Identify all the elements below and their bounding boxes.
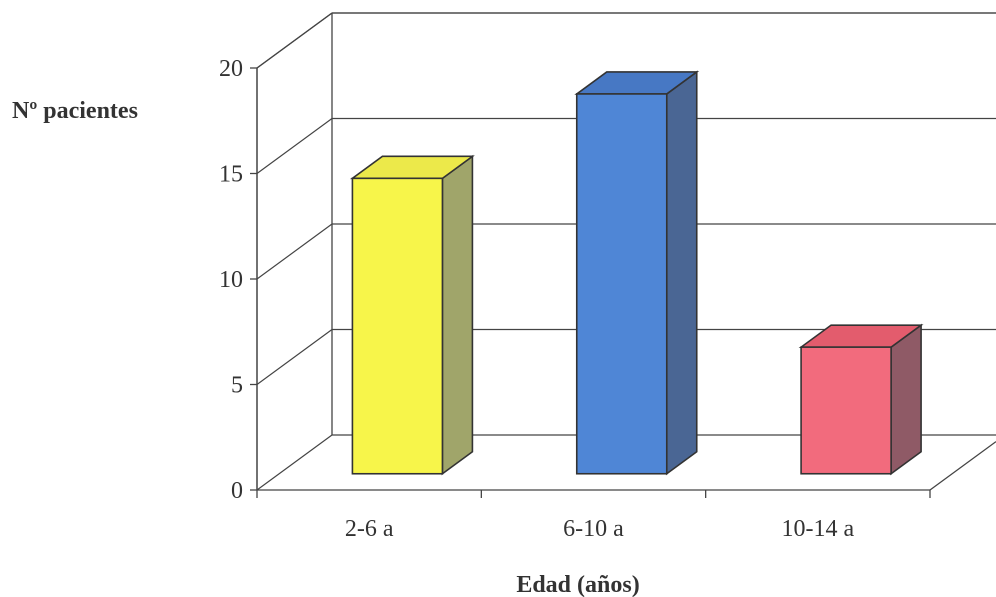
floor-right-edge bbox=[929, 441, 996, 491]
y-tick-labels: 0 5 10 15 20 bbox=[219, 56, 257, 504]
gridline-side bbox=[256, 118, 333, 174]
x-category-label: 2-6 a bbox=[345, 516, 394, 542]
x-axis-title: Edad (años) bbox=[516, 572, 639, 597]
y-tick-label: 20 bbox=[219, 56, 243, 82]
x-category-label: 6-10 a bbox=[563, 516, 624, 542]
y-tick-label: 0 bbox=[231, 478, 243, 504]
bar bbox=[800, 346, 892, 475]
bar bbox=[575, 93, 668, 475]
gridline-side bbox=[256, 223, 333, 280]
bar-side bbox=[441, 154, 474, 476]
x-category-labels: 2-6 a 6-10 a 10-14 a bbox=[345, 516, 855, 542]
bar-side bbox=[890, 323, 922, 476]
gridline-side bbox=[256, 329, 333, 385]
y-tick-label: 10 bbox=[219, 267, 243, 293]
gridline-side bbox=[256, 12, 333, 69]
bar bbox=[351, 177, 444, 475]
y-tick-label: 15 bbox=[219, 162, 243, 188]
y-axis-title: Nº pacientes bbox=[12, 98, 138, 124]
bars-layer bbox=[349, 70, 924, 476]
gridline-side bbox=[256, 434, 333, 491]
bar-side bbox=[665, 70, 698, 476]
y-tick-label: 5 bbox=[231, 373, 243, 399]
x-category-label: 10-14 a bbox=[782, 516, 855, 542]
